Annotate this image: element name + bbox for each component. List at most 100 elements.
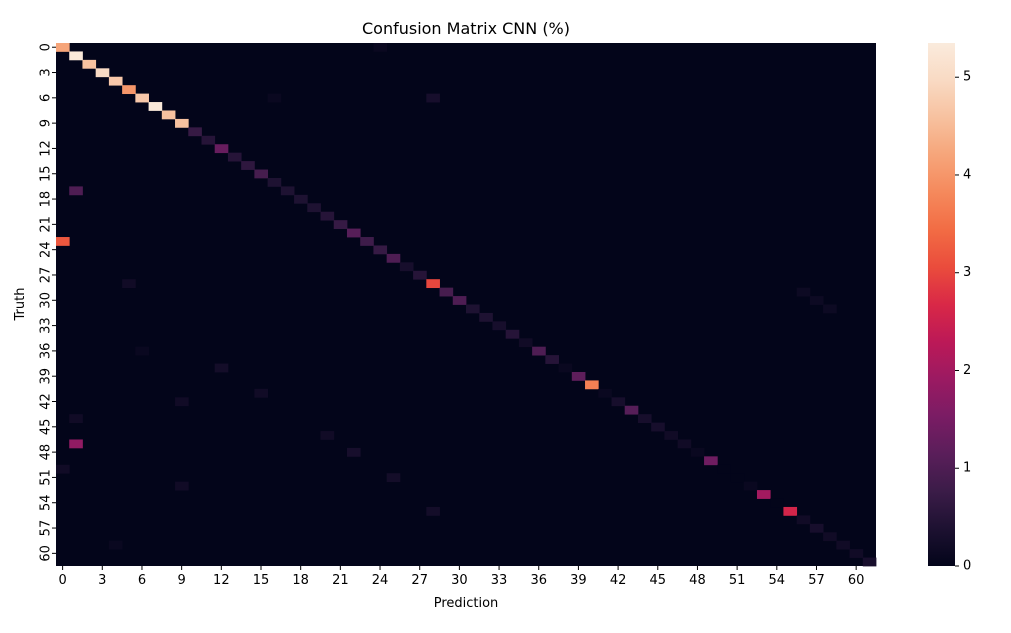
colorbar-tick-label: 0: [963, 559, 971, 574]
heatmap-cell: [796, 287, 811, 297]
heatmap-cell-diagonal: [849, 549, 864, 558]
x-tick-label: 33: [491, 573, 508, 588]
heatmap-cell-diagonal: [545, 355, 559, 364]
y-tick-label: 6: [39, 94, 54, 102]
heatmap-cell-diagonal: [743, 481, 758, 491]
y-tick-label: 24: [39, 241, 54, 258]
heatmap-cell-diagonal: [598, 388, 612, 398]
heatmap-cell-diagonal: [161, 110, 176, 120]
heatmap-cell-diagonal: [439, 287, 454, 297]
y-tick-label: 42: [39, 393, 54, 410]
y-tick-label: 3: [39, 68, 54, 76]
heatmap-cell-diagonal: [320, 211, 335, 221]
heatmap-cell-diagonal: [201, 135, 216, 145]
y-tick-label: 15: [39, 165, 54, 182]
y-tick-label: 9: [39, 119, 54, 127]
y-tick-label: 18: [39, 191, 54, 208]
heatmap-cell-diagonal: [346, 228, 361, 238]
x-tick-label: 18: [292, 573, 309, 588]
heatmap-cell-diagonal: [307, 203, 321, 213]
heatmap-cell-diagonal: [241, 161, 255, 170]
y-tick-label: 48: [39, 444, 54, 461]
y-tick-label: 0: [39, 43, 54, 51]
y-tick-label: 54: [39, 494, 54, 511]
heatmap-cell: [69, 186, 83, 196]
heatmap-cell-diagonal: [585, 380, 599, 390]
x-tick-label: 36: [530, 573, 547, 588]
heatmap-cell-diagonal: [122, 85, 136, 95]
heatmap-cell: [426, 506, 440, 516]
y-tick-label: 60: [39, 545, 54, 562]
heatmap-cell-diagonal: [664, 431, 679, 440]
heatmap-cell-diagonal: [466, 304, 480, 314]
heatmap-cell-diagonal: [214, 144, 229, 154]
heatmap-cell-diagonal: [783, 506, 798, 516]
y-tick-label: 21: [39, 216, 54, 233]
heatmap-cell: [175, 397, 189, 407]
heatmap-cell-diagonal: [823, 532, 837, 542]
heatmap-cell: [267, 93, 282, 103]
heatmap-cell: [823, 304, 837, 314]
heatmap-cell-diagonal: [704, 456, 718, 466]
heatmap-cell-diagonal: [571, 371, 586, 381]
x-tick-label: 6: [138, 573, 146, 588]
heatmap-cell-diagonal: [836, 540, 850, 550]
y-tick-label: 57: [39, 520, 54, 537]
chart-title: Confusion Matrix CNN (%): [362, 19, 570, 38]
heatmap-cell-diagonal: [399, 262, 414, 272]
colorbar-ticks: 0 1 2 3 4 5: [955, 70, 971, 574]
heatmap-cell-diagonal: [690, 447, 705, 457]
x-tick-label: 0: [58, 573, 66, 588]
x-tick-label: 15: [253, 573, 270, 588]
heatmap-cell: [69, 414, 83, 423]
heatmap-cell: [175, 481, 189, 491]
y-tick-label: 12: [39, 140, 54, 157]
heatmap-cell: [386, 473, 401, 483]
heatmap-cell: [108, 540, 123, 550]
x-tick-label: 39: [570, 573, 587, 588]
x-tick-label: 21: [332, 573, 349, 588]
heatmap-cell-diagonal: [280, 186, 295, 196]
y-tick-label: 45: [39, 419, 54, 436]
heatmap-cell-diagonal: [227, 152, 242, 162]
y-tick-label: 33: [39, 317, 54, 334]
heatmap-cell-diagonal: [360, 237, 374, 246]
y-axis-label: Truth: [13, 288, 28, 322]
heatmap-cell-diagonal: [333, 220, 348, 229]
heatmap-cell: [214, 363, 229, 373]
y-tick-label: 36: [39, 343, 54, 360]
heatmap-cell: [809, 296, 824, 305]
x-tick-label: 54: [769, 573, 786, 588]
heatmap-cell-diagonal: [82, 59, 97, 69]
heatmap-cell: [346, 447, 361, 457]
heatmap-cell-diagonal: [254, 169, 269, 179]
heatmap-cell-diagonal: [677, 439, 692, 449]
heatmap-cell: [122, 279, 136, 289]
heatmap-cell-diagonal: [56, 43, 70, 52]
heatmap-cell-diagonal: [796, 515, 811, 525]
heatmap-cell-diagonal: [294, 194, 308, 204]
x-tick-label: 30: [451, 573, 468, 588]
heatmap-cell-diagonal: [175, 118, 189, 128]
x-tick-label: 45: [650, 573, 667, 588]
heatmap-cell-diagonal: [386, 253, 401, 263]
colorbar-tick-label: 5: [963, 70, 971, 85]
heatmap-cell-diagonal: [188, 127, 202, 137]
x-axis-label: Prediction: [434, 596, 499, 611]
x-tick-label: 42: [610, 573, 627, 588]
heatmap-cell-diagonal: [373, 245, 388, 255]
heatmap-cell: [69, 439, 83, 449]
heatmap-cell-diagonal: [518, 338, 533, 348]
heatmap-cell-diagonal: [717, 464, 731, 474]
x-tick-label: 27: [411, 573, 428, 588]
x-tick-label: 48: [689, 573, 706, 588]
colorbar: [928, 43, 955, 566]
heatmap-cell-diagonal: [756, 490, 771, 499]
heatmap-cell: [254, 388, 269, 398]
heatmap-cell-diagonal: [624, 405, 639, 415]
heatmap-cell-diagonal: [651, 422, 665, 432]
x-tick-label: 57: [808, 573, 825, 588]
heatmap-cell-diagonal: [69, 51, 83, 61]
